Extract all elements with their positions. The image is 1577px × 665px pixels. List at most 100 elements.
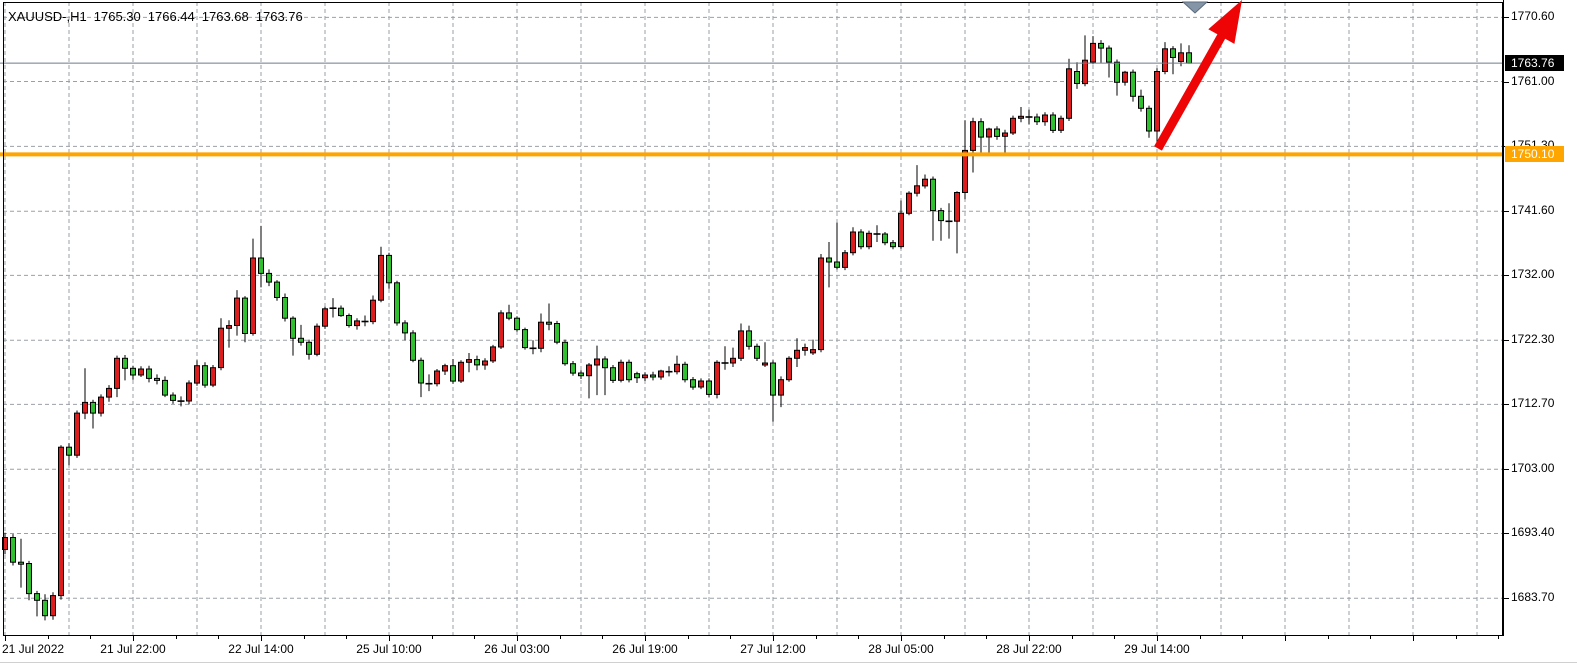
time-tick-label: 25 Jul 10:00: [356, 642, 422, 656]
bull-candle: [218, 327, 224, 369]
price-axis[interactable]: 1770.60 1761.00 1751.30 1741.60 1732.00 1722.…: [1503, 0, 1577, 636]
bull-candle: [738, 330, 744, 359]
bear-candle: [858, 231, 864, 248]
price-axis-tick: [1504, 211, 1509, 212]
bull-candle: [1018, 115, 1024, 119]
low-value: 1763.68: [201, 9, 249, 24]
bull-candle: [1082, 59, 1088, 85]
bear-candle: [298, 337, 304, 343]
time-axis-tick: [261, 636, 262, 641]
chart-plot-area[interactable]: XAUUSD-,H1 1765.30 1766.44 1763.68 1763.76: [0, 0, 1503, 636]
time-axis-tick: [5, 636, 6, 641]
bull-candle: [1002, 132, 1008, 137]
support-level-line-badge: 1750.10: [1505, 146, 1564, 162]
bull-candle: [314, 325, 320, 355]
time-axis-tick: [90, 636, 91, 639]
time-tick-label: 21 Jul 2022: [2, 642, 65, 656]
bear-candle: [570, 363, 576, 374]
bull-candle: [378, 254, 384, 301]
time-axis-tick: [133, 636, 134, 641]
bear-candle: [1098, 42, 1104, 49]
bull-candle: [1154, 71, 1160, 132]
time-axis-tick: [816, 636, 817, 639]
bear-candle: [282, 297, 288, 319]
bull-candle: [58, 446, 64, 597]
bull-candle: [1122, 71, 1128, 83]
bull-candle: [1058, 117, 1064, 131]
bear-candle: [602, 358, 608, 369]
bear-candle: [546, 321, 552, 325]
bull-candle: [466, 359, 472, 363]
bear-candle: [626, 361, 632, 381]
bull-candle: [850, 231, 856, 254]
time-axis-tick: [389, 636, 390, 641]
time-axis[interactable]: 21 Jul 2022 21 Jul 22:00 22 Jul 14:00 25 Ju…: [0, 636, 1577, 665]
bear-candle: [1106, 47, 1112, 63]
bear-candle: [242, 297, 248, 335]
time-axis-tick: [1200, 636, 1201, 639]
bear-candle: [402, 322, 408, 334]
bear-candle: [26, 563, 32, 595]
price-tick-label: 1722.30: [1511, 332, 1555, 346]
bear-candle: [882, 233, 888, 244]
price-axis-tick: [1504, 17, 1509, 18]
bull-candle: [210, 367, 216, 386]
bear-candle: [10, 537, 16, 563]
time-axis-tick: [901, 636, 902, 641]
bull-candle: [434, 370, 440, 385]
bull-candle: [458, 361, 464, 382]
trend-arrow-up-annotation[interactable]: [1154, 0, 1242, 151]
bear-candle: [522, 329, 528, 349]
bear-candle: [346, 315, 352, 326]
bear-candle: [770, 362, 776, 396]
bear-candle: [146, 368, 152, 379]
time-axis-tick: [1498, 636, 1499, 639]
bear-candle: [154, 377, 160, 381]
high-value: 1766.44: [147, 9, 195, 24]
bear-candle: [202, 365, 208, 386]
bull-candle: [1066, 68, 1072, 119]
bear-candle: [826, 257, 832, 263]
bull-candle: [762, 362, 768, 366]
price-tick-label: 1732.00: [1511, 267, 1555, 281]
bear-candle: [506, 312, 512, 319]
bull-candle: [442, 365, 448, 372]
time-axis-tick: [730, 636, 731, 639]
bull-candle: [714, 361, 720, 395]
bull-candle: [730, 357, 736, 364]
price-tick-label: 1712.70: [1511, 396, 1555, 410]
bull-candle: [698, 380, 704, 388]
bear-candle: [338, 307, 344, 317]
time-axis-tick: [858, 636, 859, 639]
bull-candle: [818, 257, 824, 351]
bear-candle: [1114, 61, 1120, 83]
bull-candle: [1090, 42, 1096, 63]
bull-candle: [842, 252, 848, 268]
bear-candle: [410, 332, 416, 361]
time-axis-tick: [218, 636, 219, 639]
bull-candle: [2, 537, 8, 550]
plot-frame: [3, 2, 1503, 636]
bear-candle: [290, 317, 296, 339]
bear-candle: [130, 367, 136, 376]
bear-candle: [994, 128, 1000, 137]
bear-candle: [1034, 116, 1040, 123]
bear-candle: [978, 121, 984, 138]
bear-candle: [650, 374, 656, 378]
bear-candle: [90, 401, 96, 414]
time-axis-tick: [602, 636, 603, 639]
bull-candle: [1010, 117, 1016, 134]
time-axis-tick: [517, 636, 518, 641]
bull-candle: [106, 387, 112, 398]
bear-candle: [306, 341, 312, 355]
bear-candle: [554, 323, 560, 343]
down-triangle-marker-icon[interactable]: [1181, 1, 1209, 14]
bear-candle: [450, 365, 456, 382]
window-bottom-edge: [0, 662, 1577, 663]
price-tick-label: 1703.00: [1511, 461, 1555, 475]
bear-candle: [930, 178, 936, 212]
bull-candle: [962, 149, 968, 193]
bull-candle: [226, 325, 232, 329]
bear-candle: [258, 257, 264, 274]
time-axis-tick: [1114, 636, 1115, 639]
